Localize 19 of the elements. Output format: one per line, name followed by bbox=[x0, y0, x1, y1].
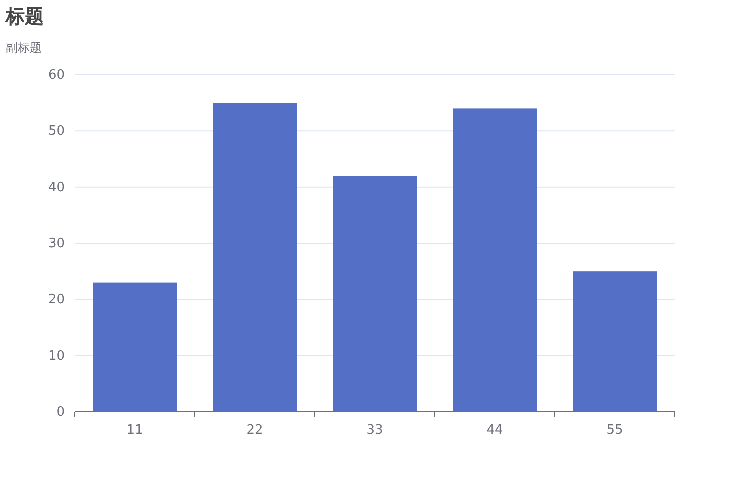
y-tick-label: 0 bbox=[56, 405, 65, 420]
y-tick-label: 10 bbox=[48, 348, 65, 364]
y-tick-label: 20 bbox=[48, 292, 65, 308]
y-tick-label: 30 bbox=[48, 236, 65, 252]
x-tick-label: 55 bbox=[606, 423, 624, 438]
bar bbox=[93, 282, 177, 412]
x-tick-label: 22 bbox=[246, 423, 264, 438]
bar bbox=[573, 272, 657, 412]
chart-title: 标题 bbox=[5, 6, 44, 28]
chart-subtitle: 副标题 bbox=[6, 41, 42, 55]
y-tick-label: 40 bbox=[48, 180, 65, 196]
x-tick-label: 33 bbox=[366, 423, 384, 438]
bar bbox=[213, 103, 297, 412]
bar bbox=[453, 108, 537, 412]
bar bbox=[333, 176, 417, 412]
y-tick-label: 50 bbox=[48, 124, 65, 140]
x-tick-label: 11 bbox=[126, 423, 144, 438]
x-tick-label: 44 bbox=[486, 423, 504, 438]
y-tick-label: 60 bbox=[48, 68, 65, 83]
